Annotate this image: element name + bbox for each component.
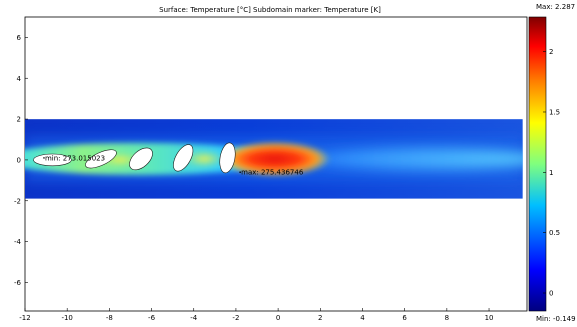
obstacle-2 — [85, 149, 117, 169]
x-tick-label: -12 — [19, 314, 30, 322]
y-tick-label: -4 — [14, 238, 22, 246]
colorbar-min-label: Min: -0.149 — [536, 315, 576, 323]
colorbar-tick-label: 1 — [549, 169, 553, 177]
x-tick-label: 4 — [360, 314, 365, 322]
max-marker-point — [239, 171, 241, 173]
colorbar-tick-label: 1.5 — [549, 108, 560, 116]
y-tick-label: 6 — [17, 34, 22, 42]
x-tick-label: -10 — [61, 314, 72, 322]
y-tick-label: -6 — [14, 279, 22, 287]
plot-title: Surface: Temperature [°C] Subdomain mark… — [159, 6, 381, 14]
obstacle-5 — [219, 142, 236, 174]
colorbar-tick-label: 0.5 — [549, 229, 560, 237]
x-tick-label: -4 — [190, 314, 198, 322]
colorbar-tick-label: 0 — [549, 290, 553, 298]
temperature-field — [25, 119, 523, 199]
obstacle-3 — [129, 147, 153, 171]
x-tick-label: 8 — [445, 314, 449, 322]
x-tick-label: -8 — [106, 314, 113, 322]
x-tick-label: 0 — [276, 314, 280, 322]
y-tick-label: 0 — [17, 156, 21, 164]
x-tick-label: 10 — [485, 314, 494, 322]
x-tick-label: -6 — [148, 314, 156, 322]
colorbar-tick-label: 2 — [549, 48, 553, 56]
min-marker-point — [43, 157, 45, 159]
max-marker-label: max: 275.436746 — [241, 169, 304, 177]
min-marker-label: min: 273.015023 — [45, 154, 105, 162]
colorbar-max-label: Max: 2.287 — [536, 3, 576, 11]
obstacle-1 — [33, 153, 72, 167]
y-tick-label: 2 — [17, 116, 21, 124]
colorbar — [528, 16, 547, 312]
obstacle-4 — [173, 144, 194, 172]
x-tick-label: -2 — [232, 314, 239, 322]
x-tick-label: 2 — [318, 314, 322, 322]
x-tick-label: 6 — [402, 314, 407, 322]
y-tick-label: 4 — [17, 75, 22, 83]
y-tick-label: -2 — [14, 197, 21, 205]
